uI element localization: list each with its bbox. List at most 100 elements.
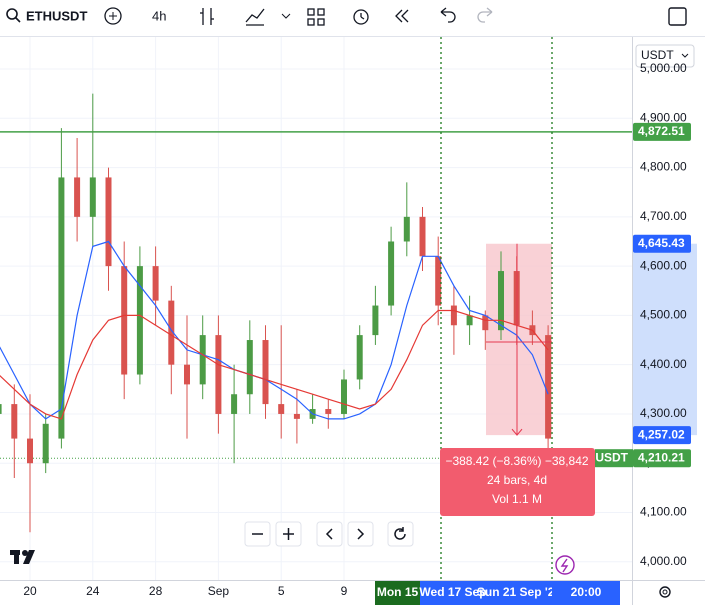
price-badge-label: 4,257.02	[638, 427, 685, 441]
price-badge	[633, 234, 691, 253]
y-tick-label: 4,000.00	[640, 554, 687, 568]
measure-text: Vol 1.1 M	[492, 492, 542, 506]
y-tick-label: 4,400.00	[640, 357, 687, 371]
measure-text: 24 bars, 4d	[487, 473, 547, 487]
measure-text: −388.42 (−8.36%) −38,842	[445, 454, 588, 468]
x-tick-label: 20	[23, 584, 37, 598]
candle-body	[450, 305, 457, 326]
y-tick-label: 5,000.00	[640, 61, 687, 75]
reset[interactable]	[387, 521, 414, 547]
candle-body	[105, 177, 112, 267]
symbol-badge-bg	[595, 449, 633, 468]
candle-body	[419, 216, 426, 257]
candle-body	[246, 340, 253, 395]
time-badge-label: Sun 21 Sep '25	[477, 585, 562, 599]
candle-body	[388, 241, 395, 306]
plot	[0, 37, 632, 580]
x-tick-label: 28	[149, 584, 163, 598]
candle-body	[184, 364, 190, 385]
price-badge-label: 4,645.43	[638, 236, 685, 250]
candle-body	[58, 177, 65, 439]
candle-body	[27, 438, 33, 464]
currency[interactable]: USDT	[641, 48, 674, 62]
candle-body	[231, 394, 238, 414]
scroll-left[interactable]	[316, 521, 343, 547]
layouts[interactable]	[307, 8, 325, 26]
time-badge	[486, 581, 552, 605]
x-tick-label: Sep	[208, 584, 230, 598]
replay[interactable]	[395, 9, 409, 23]
time-badge	[552, 581, 620, 605]
interval[interactable]: 4h	[152, 8, 166, 23]
candle-body	[136, 266, 143, 375]
settings[interactable]	[659, 586, 671, 598]
indicators[interactable]	[245, 8, 265, 26]
undo[interactable]	[440, 7, 456, 23]
candle-body	[11, 404, 18, 439]
measure-tooltip	[440, 448, 595, 516]
dropdown[interactable]	[281, 13, 291, 19]
zoom-controls	[244, 521, 414, 547]
toolbar	[0, 0, 705, 36]
candle-body	[325, 409, 332, 414]
time-badge-label: Wed 17 Sep	[419, 585, 486, 599]
candle-body	[199, 335, 206, 385]
y-tick-label: 4,700.00	[640, 209, 687, 223]
alert[interactable]	[353, 9, 369, 25]
candle-body	[372, 305, 379, 336]
candle-body	[89, 177, 96, 217]
time-badge	[420, 581, 486, 605]
candle-body	[262, 340, 269, 405]
candle-body	[215, 335, 222, 414]
chart-type[interactable]	[200, 8, 214, 25]
price-badge	[633, 122, 691, 141]
price-badge	[633, 426, 691, 445]
symbol[interactable]: ETHUSDT	[26, 8, 87, 23]
price-badge-label: 4,210.21	[638, 450, 685, 464]
moving-average	[0, 240, 549, 420]
symbol-badge: ETHUSDT	[571, 449, 633, 468]
candle-body	[482, 315, 489, 331]
currency-select[interactable]	[635, 44, 695, 68]
candle-body	[498, 271, 504, 331]
currency-arrow[interactable]	[681, 53, 689, 58]
y-tick-label: 4,100.00	[640, 505, 687, 519]
candle-body	[278, 404, 285, 414]
y-tick-label: 4,500.00	[640, 308, 687, 322]
add-symbol[interactable]	[104, 7, 122, 25]
candle-body	[403, 216, 410, 242]
price-badge-label: 4,872.51	[638, 124, 685, 138]
fullscreen[interactable]	[668, 7, 687, 26]
candle-body	[545, 335, 552, 439]
scroll-right[interactable]	[347, 521, 374, 547]
y-tick-label: 4,300.00	[640, 406, 687, 420]
scale-highlight	[633, 243, 697, 436]
logo	[10, 550, 35, 564]
x-tick-label: 5	[278, 584, 285, 598]
candle-body	[356, 335, 363, 380]
x-tick-label: 24	[86, 584, 100, 598]
y-tick-label: 4,600.00	[640, 258, 687, 272]
redo[interactable]	[477, 7, 493, 23]
candle-body	[0, 404, 2, 414]
moving-average	[0, 309, 549, 420]
search-icon[interactable]	[6, 8, 21, 23]
symbol-badge-label: ETHUSDT	[571, 450, 628, 464]
candle-body	[341, 379, 347, 414]
time-badge	[375, 581, 420, 605]
candle-body	[168, 300, 175, 365]
price-badge	[633, 449, 691, 468]
x-tick-label: 9	[341, 584, 348, 598]
candle-body	[152, 266, 159, 301]
y-tick-label: 4,800.00	[640, 160, 687, 174]
candle-body	[42, 423, 49, 464]
y-tick-label: 4,900.00	[640, 110, 687, 124]
lightning[interactable]	[555, 555, 575, 575]
time-badge-label: 20:00	[571, 585, 602, 599]
candle-body	[435, 256, 442, 306]
candle-body	[74, 177, 81, 217]
candle-body	[293, 413, 300, 419]
candle-body	[121, 266, 128, 375]
candle-body	[466, 315, 473, 326]
